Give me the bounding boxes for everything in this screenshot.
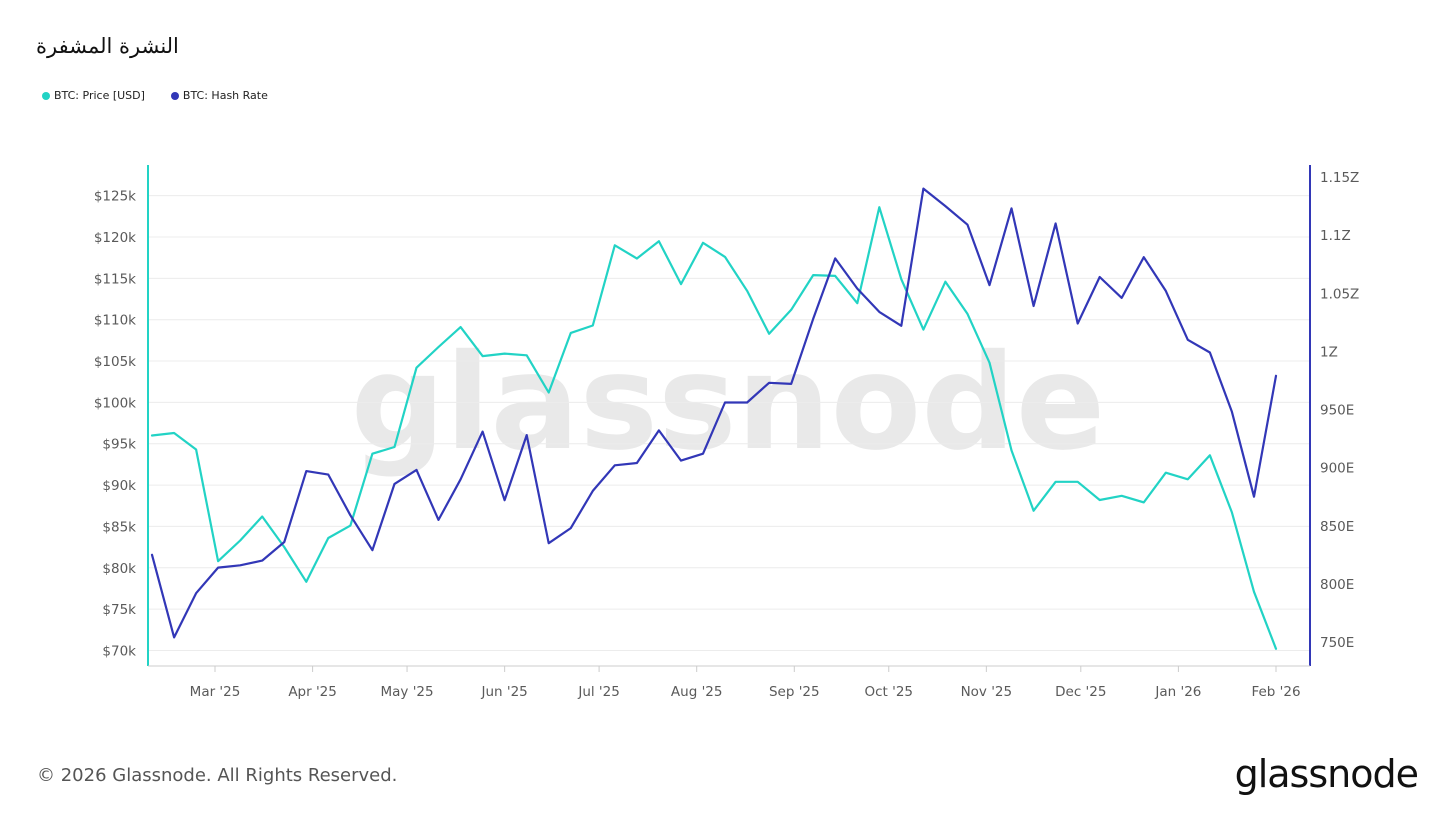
legend-item-price[interactable]: BTC: Price [USD] [42,89,145,102]
chart-legend: BTC: Price [USD] BTC: Hash Rate [42,89,268,102]
y-right-tick-label: 850E [1320,519,1354,535]
chart-canvas: glassnode $70k$75k$80k$85k$90k$95k$100k$… [94,165,1359,700]
x-tick-label: Mar '25 [190,684,241,700]
y-left-tick-label: $70k [102,643,136,659]
y-left-tick-label: $120k [94,230,136,246]
legend-item-hashrate[interactable]: BTC: Hash Rate [170,89,268,102]
y-right-tick-label: 950E [1320,403,1354,419]
y-right-tick-label: 1Z [1320,344,1338,360]
x-tick-label: Jul '25 [577,684,619,700]
y-left-tick-label: $90k [102,478,136,494]
y-left-tick-label: $110k [94,313,136,329]
copyright-text: © 2026 Glassnode. All Rights Reserved. [37,765,398,786]
x-tick-label: May '25 [381,684,434,700]
x-tick-label: Jan '26 [1154,684,1201,700]
legend-dot-hashrate [170,91,179,100]
x-tick-label: Aug '25 [671,684,723,700]
axes: $70k $75k $80k $85k $90k $95k $100k $105k $110k $… [94,165,1359,700]
x-tick-label: Sep '25 [769,684,820,700]
y-left-tick-label: $100k [94,395,136,411]
y-left-tick-label: $115k [94,271,136,287]
series-layer [150,187,1278,650]
legend-label-hashrate: BTC: Hash Rate [182,89,268,102]
y-right-tick-label: 1.05Z [1320,286,1359,302]
series-line-price [150,206,1278,650]
x-tick-label: Jun '25 [481,684,528,700]
x-tick-label: Apr '25 [288,684,337,700]
y-left-tick-label: $75k [102,602,136,618]
y-left-tick-label: $95k [102,437,136,453]
legend-dot-price [42,91,50,100]
y-right-tick-label: 1.1Z [1320,228,1351,244]
y-right-tick-label: 750E [1320,635,1354,651]
legend-label-price: BTC: Price [USD] [54,89,145,102]
y-left-tick-label: $125k [94,189,136,205]
brand-logo: glassnode [1234,752,1419,796]
y-right-tick-label: 800E [1320,577,1354,593]
y-left-tick-label: $80k [102,561,136,577]
x-tick-label: Dec '25 [1055,684,1106,700]
y-left-tick-label: $85k [102,519,136,535]
y-left-tick-label: $105k [94,354,136,370]
x-tick-label: Feb '26 [1251,684,1300,700]
chart-title: النشرة المشفرة [36,34,179,58]
y-right-tick-label: 1.15Z [1320,170,1359,186]
x-tick-label: Oct '25 [864,684,913,700]
series-line-hashrate [150,187,1278,639]
y-right-tick-label: 900E [1320,461,1354,477]
x-tick-label: Nov '25 [961,684,1013,700]
